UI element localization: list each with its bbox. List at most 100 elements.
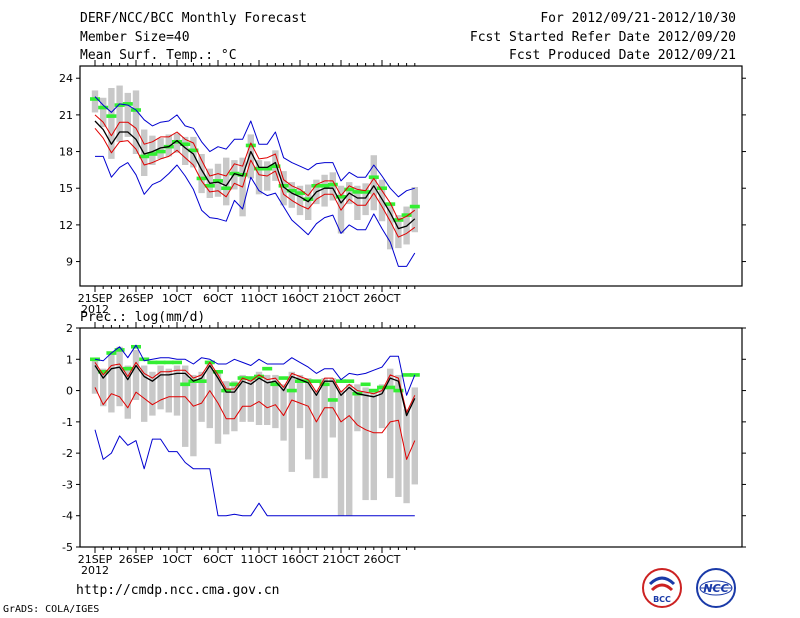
variable-label: Mean Surf. Temp.: °C: [80, 48, 237, 63]
observed-mark: [188, 148, 199, 153]
spread-box: [116, 346, 123, 407]
spread-box: [305, 378, 312, 460]
y-tick-label: 9: [66, 256, 73, 269]
observed-mark: [139, 357, 150, 362]
observed-mark: [229, 382, 240, 387]
spread-box: [108, 88, 115, 159]
observed-mark: [131, 344, 141, 349]
spread-box: [362, 387, 369, 501]
spread-box: [272, 374, 279, 429]
observed-mark: [213, 179, 223, 183]
observed-mark: [122, 366, 133, 371]
spread-box: [182, 136, 189, 165]
observed-mark: [163, 360, 174, 365]
spread-box: [264, 374, 271, 425]
observed-mark: [385, 202, 396, 206]
observed-mark: [360, 382, 371, 387]
max-line: [94, 344, 416, 396]
spread-box: [288, 182, 295, 208]
spread-box: [387, 204, 394, 250]
bcc-logo-icon: BCC: [642, 568, 682, 608]
lower-line: [94, 387, 416, 460]
observed-mark: [377, 186, 387, 191]
observed-mark: [385, 385, 396, 390]
y-tick-label: 2: [66, 322, 73, 335]
upper-line: [94, 361, 416, 413]
observed-mark: [295, 191, 305, 195]
spread-box: [165, 368, 172, 413]
lower-line: [94, 127, 416, 238]
spread-box: [124, 92, 131, 137]
observed-mark: [286, 188, 297, 193]
observed-mark: [106, 114, 117, 118]
observed-mark: [344, 187, 355, 192]
x-tick-label: 6OCT: [203, 553, 233, 566]
x-tick-label: 16OCT: [281, 292, 318, 305]
observed-mark: [377, 385, 387, 390]
observed-mark: [303, 379, 314, 383]
observed-mark: [155, 360, 166, 365]
spread-box: [108, 353, 115, 413]
spread-box: [387, 368, 394, 479]
observed-mark: [368, 175, 379, 180]
observed-mark: [98, 370, 109, 374]
y-tick-label: -5: [62, 541, 73, 554]
x-tick-label: 26SEP: [119, 292, 154, 305]
spread-box: [223, 381, 230, 435]
spread-box: [91, 359, 99, 394]
x-tick-label: 21SEP: [78, 292, 113, 305]
ncc-logo-text: NCC: [703, 582, 728, 595]
x-tick-label: 11OCT: [240, 553, 277, 566]
observed-mark: [311, 379, 322, 383]
spread-box: [411, 387, 418, 485]
x-tick-label: 26SEP: [119, 553, 154, 566]
x-tick-label: 26OCT: [363, 292, 400, 305]
observed-mark: [360, 190, 371, 194]
spread-box: [198, 371, 205, 422]
spread-box: [395, 215, 402, 249]
observed-mark: [180, 142, 191, 147]
temperature-chart: 24 21 18 15 12 9 21SEP 26SEP 1OCT 6OCT 11OCT 16OCT 2…: [59, 60, 746, 316]
spread-box: [321, 174, 328, 207]
spread-box: [91, 90, 99, 113]
spread-box: [329, 172, 336, 201]
y-tick-label: 15: [59, 182, 73, 195]
observed-mark: [98, 105, 109, 110]
observed-mark: [196, 379, 207, 383]
observed-mark: [172, 360, 182, 365]
observed-mark: [90, 97, 100, 101]
observed-mark: [327, 182, 338, 187]
observed-mark: [278, 376, 289, 380]
observed-mark: [147, 152, 158, 156]
y-tick-label: -3: [62, 478, 73, 491]
observed-mark: [262, 366, 273, 371]
x-tick-label: 11OCT: [240, 292, 277, 305]
observed-mark: [409, 204, 420, 209]
max-line: [94, 96, 415, 198]
observed-mark: [155, 149, 166, 154]
precipitation-chart: 2 1 0 -1 -2 -3 -4 -5 21SEP 26SEP 1OCT 6OCT 11OCT 16OC…: [62, 322, 746, 577]
min-line: [94, 429, 415, 517]
observed-mark: [122, 102, 133, 106]
observed-mark: [319, 183, 330, 188]
observed-mark: [352, 190, 363, 194]
chart-title: DERF/NCC/BCC Monthly Forecast: [80, 11, 307, 26]
mean-line: [94, 120, 416, 230]
spread-box: [149, 135, 156, 165]
y-tick-label: 12: [59, 219, 73, 232]
spread-box: [255, 160, 263, 195]
spread-box: [370, 390, 377, 501]
spread-box: [370, 155, 377, 211]
spread-box: [157, 365, 164, 410]
min-line: [95, 155, 416, 267]
observed-mark: [270, 382, 281, 387]
forecast-started-date: Fcst Started Refer Date 2012/09/20: [469, 30, 736, 45]
year-label: 2012: [81, 303, 109, 316]
spread-box: [354, 384, 361, 432]
observed-mark: [180, 382, 191, 387]
spread-box: [280, 384, 287, 441]
source-url[interactable]: http://cmdp.ncc.cma.gov.cn: [76, 583, 280, 598]
spread-box: [296, 374, 304, 429]
spread-box: [100, 97, 107, 128]
x-tick-label: 21SEP: [78, 553, 113, 566]
